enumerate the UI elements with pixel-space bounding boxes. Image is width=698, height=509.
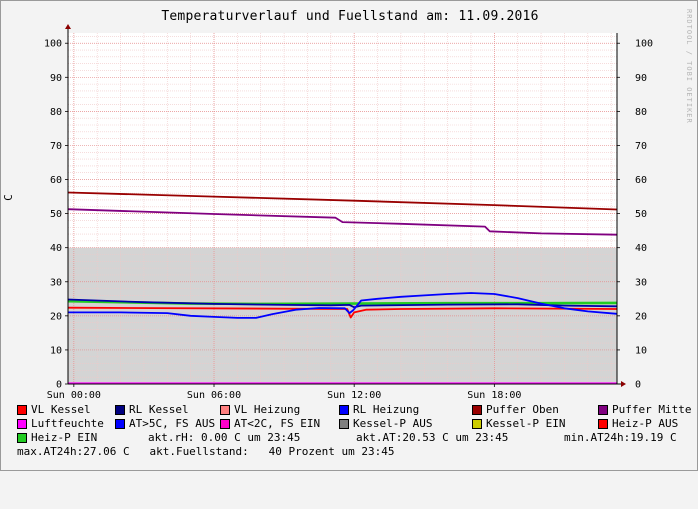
x-tick-label: Sun 06:00	[187, 390, 241, 401]
legend-swatch	[598, 405, 608, 415]
series-line-rl-heizung	[68, 292, 618, 319]
y-tick-label-right: 50	[635, 209, 647, 220]
y-tick-label-right: 40	[635, 243, 647, 254]
legend-label: AT>5C, FS AUS	[129, 417, 216, 430]
y-tick-label-right: 70	[635, 141, 647, 152]
chart-title: Temperaturverlauf und Fuellstand am: 11.…	[161, 9, 539, 24]
legend-label: Luftfeuchte	[31, 417, 104, 430]
chart-window: Temperaturverlauf und Fuellstand am: 11.…	[0, 0, 698, 471]
legend-swatch	[115, 419, 125, 429]
y-tick-label-right: 100	[635, 39, 653, 50]
plot-area: 0 0 10 10 20 20 30 30 40 40 50 50 60 60 70 70 80 80 90 90 10…	[44, 24, 653, 401]
legend-label: VL Heizung	[234, 403, 301, 416]
y-tick-label-left: 100	[44, 39, 62, 50]
legend-swatch	[339, 419, 349, 429]
y-tick-label-right: 30	[635, 277, 647, 288]
legend-label: RL Heizung	[353, 403, 420, 416]
y-tick-label-left: 50	[50, 209, 62, 220]
legend-swatch	[220, 419, 230, 429]
x-tick-label: Sun 12:00	[327, 390, 381, 401]
legend-label: AT<2C, FS EIN	[234, 417, 321, 430]
legend-row-4: max.AT24h:27.06 C akt.Fuellstand: 40 Pro…	[17, 445, 395, 459]
max-temp-and-level-readout: max.AT24h:27.06 C akt.Fuellstand: 40 Pro…	[17, 445, 395, 458]
y-tick-label-left: 90	[50, 73, 62, 84]
series-line-puffer-mitte	[67, 208, 618, 236]
series-line-puffer-oben	[67, 191, 618, 211]
y-tick-label-right: 20	[635, 311, 647, 322]
y-tick-label-right: 60	[635, 175, 647, 186]
legend-label: Puffer Mitte	[612, 403, 692, 416]
legend-swatch	[220, 405, 230, 415]
y-tick-label-right: 90	[635, 73, 647, 84]
legend-label: Puffer Oben	[486, 403, 559, 416]
legend-label: VL Kessel	[31, 403, 91, 416]
y-tick-label-left: 30	[50, 277, 62, 288]
legend-swatch	[598, 419, 608, 429]
x-axis-arrow	[621, 381, 626, 387]
legend-swatch	[339, 405, 349, 415]
y-tick-label-right: 80	[635, 107, 647, 118]
y-tick-label-right: 10	[635, 345, 647, 356]
legend-label: Heiz-P AUS	[612, 417, 679, 430]
legend-swatch	[17, 419, 27, 429]
y-tick-label-left: 80	[50, 107, 62, 118]
y-tick-label-left: 60	[50, 175, 62, 186]
y-axis-arrow	[65, 24, 71, 29]
legend-label: Heiz-P EIN	[31, 431, 98, 444]
legend-label: Kessel-P AUS	[353, 417, 433, 430]
x-tick-label: Sun 00:00	[47, 390, 101, 401]
y-tick-label-left: 20	[50, 311, 62, 322]
min-outdoor-temp-readout: min.AT24h:19.19 C	[564, 431, 677, 444]
y-tick-label-left: 40	[50, 243, 62, 254]
x-tick-label: Sun 18:00	[467, 390, 521, 401]
y-tick-label-left: 70	[50, 141, 62, 152]
y-tick-label-right: 0	[635, 380, 641, 391]
legend-swatch	[17, 405, 27, 415]
series-line-rl-kessel	[67, 298, 618, 309]
current-outdoor-temp-readout: akt.AT:20.53 C um 23:45	[356, 431, 509, 444]
y-tick-label-left: 0	[56, 380, 62, 391]
y-tick-label-left: 10	[50, 345, 62, 356]
legend-swatch	[115, 405, 125, 415]
legend-label: RL Kessel	[129, 403, 189, 416]
legend-swatch	[472, 419, 482, 429]
legend-label: Kessel-P EIN	[486, 417, 566, 430]
legend-swatch	[472, 405, 482, 415]
current-humidity-readout: akt.rH: 0.00 C um 23:45	[148, 431, 301, 444]
legend-row-3: Heiz-P EIN akt.rH: 0.00 C um 23:45 akt.A…	[17, 431, 677, 445]
legend-swatch	[17, 433, 27, 443]
legend-item-heiz-p-ein: Heiz-P EIN	[17, 431, 97, 445]
rrdtool-watermark: RRDTOOL / TOBI OETIKER	[685, 9, 693, 124]
